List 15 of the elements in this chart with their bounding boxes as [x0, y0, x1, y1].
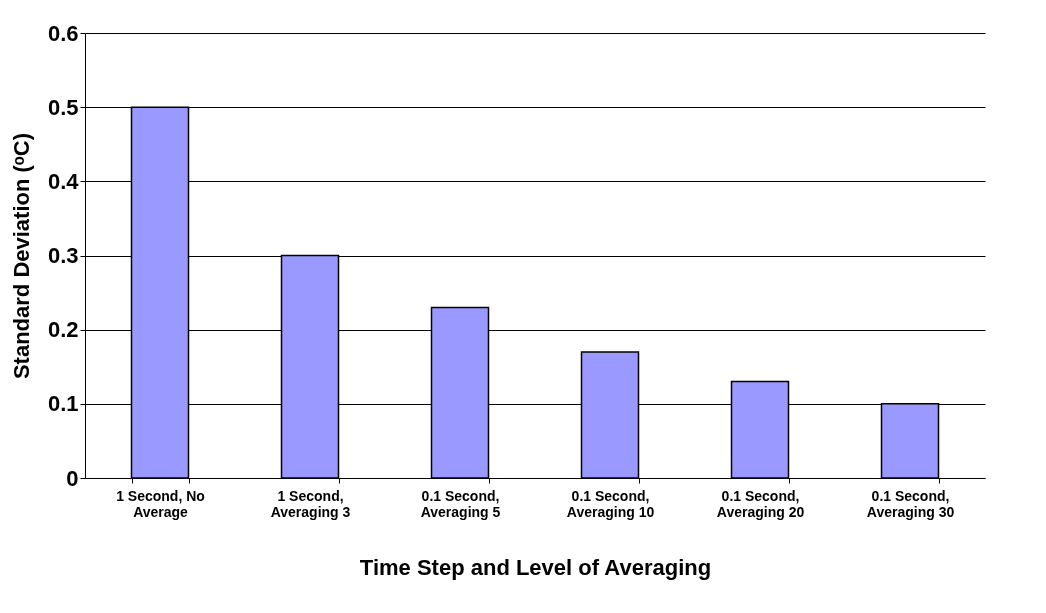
- y-tick-label: 0.1: [47, 391, 79, 417]
- y-tick-label: 0.2: [47, 317, 79, 343]
- y-tick-label: 0: [66, 465, 79, 491]
- y-tick-label: 0.4: [47, 168, 80, 194]
- x-axis-title: Time Step and Level of Averaging: [359, 554, 712, 580]
- x-tick-label: 1 Second, Averaging 3: [270, 487, 351, 520]
- y-tick-label: 0.6: [47, 20, 79, 46]
- x-tick-label: 0.1 Second, Averaging 20: [716, 487, 805, 520]
- x-tick-label: 0.1 Second, Averaging 30: [866, 487, 955, 520]
- y-tick-label: 0.3: [47, 243, 79, 268]
- x-tick-label: 0.1 Second, Averaging 5: [420, 487, 501, 520]
- x-tick-label: 0.1 Second, Averaging 10: [566, 487, 655, 520]
- x-tick-label: 1 Second, No Average: [116, 487, 205, 520]
- y-axis-title: Standard Deviation (ᵒC): [8, 132, 34, 380]
- y-tick-label: 0.5: [47, 94, 79, 120]
